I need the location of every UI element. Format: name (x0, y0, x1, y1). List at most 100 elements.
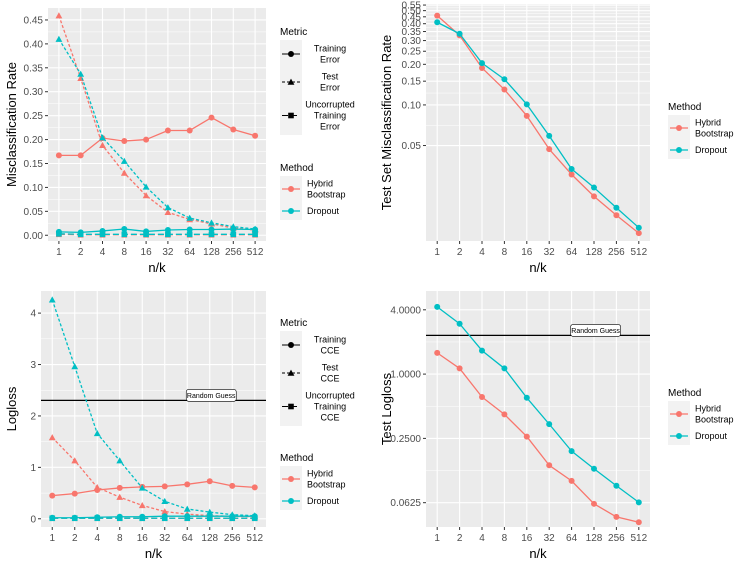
y-tick-label: 0.10 (402, 100, 422, 111)
series-line (52, 480, 255, 497)
x-tick-label: 32 (544, 247, 556, 258)
data-point (252, 231, 258, 238)
legend-method-title: Method (280, 163, 313, 174)
x-tick-label: 128 (586, 247, 603, 258)
data-point (456, 30, 463, 37)
legend-metric-label: Training (314, 335, 346, 345)
x-tick-label: 256 (224, 533, 241, 544)
data-point (251, 484, 258, 491)
data-point (161, 497, 169, 505)
x-tick-label: 64 (184, 247, 196, 258)
data-point (116, 493, 124, 500)
data-point (77, 152, 84, 159)
x-tick-label: 64 (182, 533, 194, 544)
legend-key-marker (676, 433, 682, 439)
chart-tl: 0.00 0.05 0.10 0.15 0.20 0.25 0.30 0.35 0.40 0.45… (4, 8, 355, 275)
data-point (99, 134, 106, 141)
y-axis: 0 1 2 3 4 (30, 309, 41, 525)
y-tick-label: 0.20 (402, 60, 422, 71)
y-tick-label: 0.35 (402, 27, 422, 38)
legend: MetricTrainingCCETestCCEUncorruptedTrain… (280, 318, 355, 510)
random-guess-label-box (185, 389, 237, 402)
x-axis-title: n/k (529, 546, 547, 561)
chart-bl: 0 1 2 3 4 1 2 4 8 16 32 64 128 256 512 n/k Logloss Random… (4, 291, 355, 561)
data-point (252, 132, 259, 139)
y-tick-label: 0.45 (402, 12, 422, 23)
gridlines (426, 4, 650, 241)
series-line (436, 15, 640, 234)
gridlines (426, 291, 650, 527)
y-tick-label: 0.55 (402, 1, 422, 12)
data-point (206, 515, 213, 522)
data-point (568, 165, 575, 172)
data-point (635, 519, 642, 526)
data-point (77, 231, 84, 238)
data-point (456, 365, 463, 372)
series-line (51, 299, 255, 517)
data-point (635, 230, 642, 237)
y-tick-label: 0.30 (24, 87, 44, 98)
legend-method-label: Hybrid (307, 469, 333, 479)
legend-method-title: Method (668, 388, 701, 399)
x-tick-label: 8 (502, 247, 508, 258)
x-tick-label: 16 (141, 247, 153, 258)
x-axis-title: n/k (145, 546, 163, 561)
x-tick-label: 64 (566, 533, 578, 544)
data-point (93, 484, 101, 491)
x-tick-label: 512 (630, 247, 647, 258)
data-point (546, 146, 553, 153)
data-point (479, 60, 485, 67)
data-point (546, 462, 553, 469)
series-group (434, 303, 642, 526)
series-line (436, 306, 640, 503)
data-point (184, 481, 191, 488)
x-tick-label: 1 (56, 247, 62, 258)
x-tick-label: 256 (608, 533, 625, 544)
data-point (55, 35, 63, 42)
legend-key-marker (288, 208, 294, 214)
series-line (58, 228, 256, 234)
series-group (434, 12, 642, 237)
y-tick-label: 0.15 (402, 77, 422, 88)
legend-metric-title: Metric (280, 27, 307, 38)
x-tick-label: 512 (246, 533, 263, 544)
legend-key-marker (288, 403, 294, 410)
legend-method-label: Dropout (307, 206, 340, 216)
data-point (121, 138, 128, 145)
legend-method-label: Hybrid (695, 118, 721, 128)
data-point (613, 212, 620, 219)
x-tick-label: 16 (521, 247, 533, 258)
data-point (523, 394, 530, 401)
data-point (99, 231, 106, 238)
data-point (635, 224, 642, 231)
data-point (48, 296, 56, 303)
y-axis-title: Test Set Misclassification Rate (379, 35, 394, 211)
data-point (55, 12, 63, 19)
data-point (71, 363, 79, 370)
data-point (183, 505, 191, 512)
data-point (434, 12, 441, 19)
data-point (208, 231, 215, 238)
panel-background (48, 8, 266, 241)
legend-metric-label: Uncorrupted (305, 391, 355, 401)
x-tick-label: 32 (159, 533, 171, 544)
y-tick-label: 4.0000 (390, 305, 421, 316)
legend: MetricTrainingErrorTestErrorUncorruptedT… (280, 27, 355, 220)
legend-metric-label: Error (320, 122, 340, 132)
legend-metric-label: CCE (320, 413, 339, 423)
data-point (229, 515, 236, 522)
data-point (434, 303, 441, 310)
legend-metric-title: Metric (280, 318, 307, 329)
legend-method-label: Bootstrap (695, 415, 734, 425)
data-point (613, 482, 620, 489)
y-tick-label: 1.0000 (390, 370, 421, 381)
data-point (568, 477, 575, 484)
y-tick-label: 3 (30, 360, 36, 371)
legend-key-marker (288, 342, 294, 348)
data-point (184, 515, 191, 522)
chart-br: 0.0625 0.2500 1.0000 4.0000 1 2 4 8 16 32 64 128 256… (379, 291, 734, 561)
y-tick-label: 0.40 (402, 19, 422, 30)
legend-key-marker (287, 78, 295, 85)
x-tick-label: 4 (100, 247, 106, 258)
y-tick-label: 0.25 (24, 111, 44, 122)
